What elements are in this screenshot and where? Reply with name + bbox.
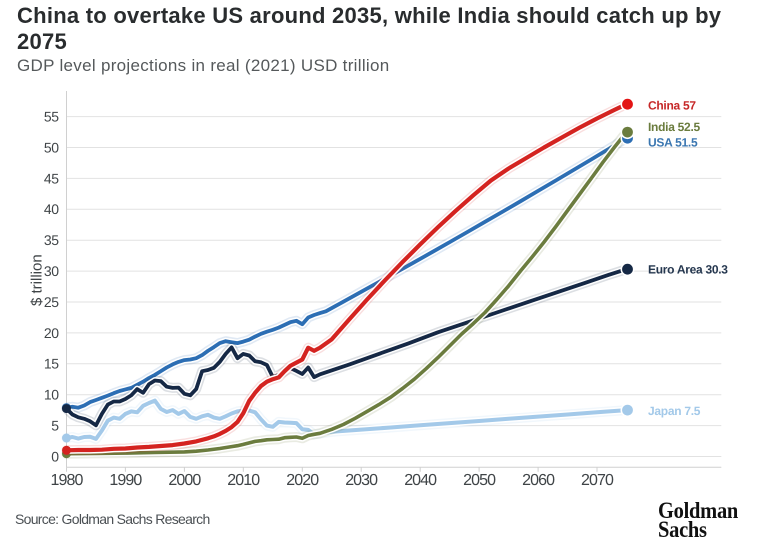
svg-text:2030: 2030 — [345, 472, 378, 489]
svg-text:55: 55 — [44, 109, 59, 125]
svg-text:1990: 1990 — [109, 472, 142, 489]
svg-text:2070: 2070 — [581, 472, 614, 489]
svg-text:35: 35 — [44, 232, 59, 248]
svg-text:2060: 2060 — [522, 472, 555, 489]
svg-text:2050: 2050 — [463, 472, 496, 489]
svg-text:40: 40 — [44, 201, 59, 217]
svg-text:Japan 7.5: Japan 7.5 — [648, 404, 701, 418]
svg-text:5: 5 — [51, 418, 59, 434]
svg-text:30: 30 — [44, 263, 59, 279]
svg-text:$ trillion: $ trillion — [29, 254, 46, 306]
svg-text:USA 51.5: USA 51.5 — [648, 136, 698, 150]
svg-text:India 52.5: India 52.5 — [648, 120, 700, 134]
svg-text:10: 10 — [44, 387, 59, 403]
svg-text:15: 15 — [44, 356, 59, 372]
svg-text:2000: 2000 — [168, 472, 201, 489]
svg-text:50: 50 — [44, 139, 59, 155]
svg-text:2010: 2010 — [227, 472, 260, 489]
svg-text:2040: 2040 — [404, 472, 437, 489]
svg-text:25: 25 — [44, 294, 59, 310]
svg-text:20: 20 — [44, 325, 59, 341]
svg-text:Euro Area 30.3: Euro Area 30.3 — [648, 262, 728, 276]
svg-text:45: 45 — [44, 170, 59, 186]
svg-text:China 57: China 57 — [648, 98, 696, 112]
svg-text:0: 0 — [51, 448, 59, 464]
svg-text:2020: 2020 — [286, 472, 319, 489]
svg-text:1980: 1980 — [51, 472, 84, 489]
